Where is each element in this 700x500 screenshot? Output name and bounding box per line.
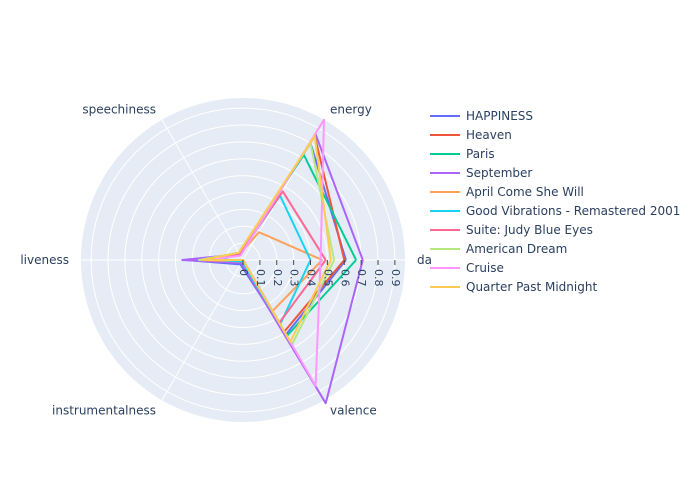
radial-tick-label: 0 <box>237 269 250 276</box>
legend-swatch <box>430 190 460 193</box>
legend-item[interactable]: September <box>430 163 680 182</box>
legend-item[interactable]: Suite: Judy Blue Eyes <box>430 220 680 239</box>
legend-item[interactable]: Quarter Past Midnight <box>430 277 680 296</box>
legend-swatch <box>430 209 460 212</box>
grid-spoke <box>161 119 244 261</box>
legend-item[interactable]: Good Vibrations - Remastered 2001 <box>430 201 680 220</box>
legend-swatch <box>430 171 460 174</box>
axis-label-danceability: da <box>417 253 432 267</box>
legend-item[interactable]: HAPPINESS <box>430 106 680 125</box>
legend: HAPPINESS Heaven Paris September April Come … <box>430 106 680 296</box>
axis-label-liveness: liveness <box>20 253 69 267</box>
axis-label-speechiness: speechiness <box>82 102 156 116</box>
legend-label: April Come She Will <box>466 184 584 199</box>
legend-swatch <box>430 133 460 136</box>
radial-tick-label: 0.9 <box>389 269 402 287</box>
legend-item[interactable]: Cruise <box>430 258 680 277</box>
axis-label-instrumentalness: instrumentalness <box>52 404 156 418</box>
legend-item[interactable]: Paris <box>430 144 680 163</box>
legend-label: Quarter Past Midnight <box>466 279 598 294</box>
legend-label: Suite: Judy Blue Eyes <box>466 222 593 237</box>
legend-label: Cruise <box>466 260 504 275</box>
radial-tick-label: 0.5 <box>321 269 334 287</box>
radial-tick-label: 0.6 <box>338 269 351 287</box>
legend-swatch <box>430 228 460 231</box>
radial-tick-label: 0.1 <box>254 269 267 287</box>
radial-tick-label: 0.2 <box>271 269 284 287</box>
radial-tick-label: 0.3 <box>288 269 301 287</box>
legend-swatch <box>430 266 460 269</box>
legend-item[interactable]: April Come She Will <box>430 182 680 201</box>
legend-label: Heaven <box>466 127 512 142</box>
legend-swatch <box>430 247 460 250</box>
axis-label-energy: energy <box>330 102 372 116</box>
grid-spoke <box>161 259 244 401</box>
radial-tick-label: 0.4 <box>305 269 318 287</box>
axis-label-valence: valence <box>330 404 377 418</box>
series-lines <box>181 118 364 405</box>
legend-item[interactable]: American Dream <box>430 239 680 258</box>
angular-axis-labels: da energy speechiness liveness instrumentaln… <box>20 102 432 417</box>
legend-label: Good Vibrations - Remastered 2001 <box>466 203 681 218</box>
legend-swatch <box>430 152 460 155</box>
legend-label: American Dream <box>466 241 568 256</box>
radial-axis-ticks: 0 0.1 0.2 0.3 0.4 0.5 0.6 0.7 0.8 0.9 <box>237 260 402 287</box>
legend-swatch <box>430 285 460 288</box>
legend-label: HAPPINESS <box>466 108 534 123</box>
radial-tick-label: 0.7 <box>355 269 368 287</box>
legend-swatch <box>430 114 460 117</box>
legend-label: Paris <box>466 146 495 161</box>
legend-item[interactable]: Heaven <box>430 125 680 144</box>
legend-label: September <box>466 165 533 180</box>
radial-tick-label: 0.8 <box>372 269 385 287</box>
series-line-quarter-past-midnight <box>201 134 332 343</box>
